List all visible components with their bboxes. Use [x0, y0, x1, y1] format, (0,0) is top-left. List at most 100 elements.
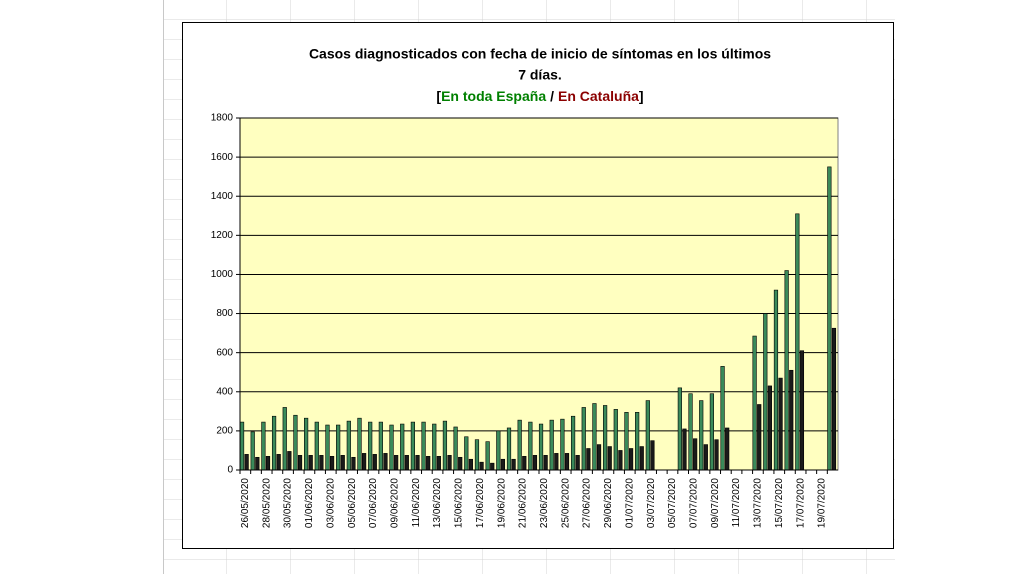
- x-tick-label: 26/05/2020: [240, 478, 251, 528]
- bar: [592, 403, 597, 471]
- x-tick-label: 30/05/2020: [283, 478, 294, 528]
- bar: [485, 441, 490, 471]
- bar: [720, 366, 725, 471]
- bar: [293, 414, 298, 471]
- y-tick-label: 1200: [211, 230, 234, 241]
- bar: [500, 458, 506, 471]
- x-tick-label: 11/06/2020: [411, 478, 422, 528]
- bar: [378, 421, 383, 471]
- bar: [570, 415, 576, 471]
- y-tick-label: 400: [216, 386, 233, 397]
- x-tick-label: 28/05/2020: [261, 478, 272, 528]
- x-tick-label: 03/06/2020: [325, 478, 336, 528]
- bar: [389, 424, 394, 471]
- bar: [464, 436, 469, 471]
- bar: [827, 166, 832, 471]
- bar: [543, 455, 548, 471]
- bar: [596, 444, 602, 471]
- y-tick-label: 1000: [211, 269, 234, 280]
- bar: [496, 430, 501, 471]
- x-tick-label: 17/07/2020: [795, 478, 806, 528]
- bar: [319, 455, 324, 471]
- x-tick-label: 11/07/2020: [731, 478, 742, 528]
- bar: [474, 439, 480, 471]
- bar: [767, 385, 772, 471]
- bar: [421, 421, 426, 471]
- bar: [442, 420, 448, 471]
- bar: [394, 455, 399, 471]
- x-tick-label: 07/07/2020: [688, 478, 699, 528]
- bar: [400, 423, 405, 471]
- legend-entry: En Cataluña: [558, 88, 639, 104]
- x-tick-label: 29/06/2020: [603, 478, 614, 528]
- y-tick-label: 1600: [211, 152, 234, 163]
- bar: [490, 462, 495, 471]
- bar: [468, 458, 473, 471]
- bar: [404, 455, 409, 471]
- bar: [314, 421, 319, 471]
- bar: [250, 431, 255, 471]
- bar: [255, 456, 260, 471]
- bar: [618, 450, 623, 471]
- y-tick-label: 0: [227, 465, 233, 476]
- legend-bracket: ]: [639, 88, 644, 104]
- bar: [586, 448, 591, 471]
- bar: [287, 451, 292, 471]
- bar: [506, 427, 512, 471]
- bar: [329, 456, 335, 471]
- bar: [410, 421, 415, 471]
- bar: [517, 419, 522, 471]
- bar: [346, 420, 351, 471]
- x-tick-label: 27/06/2020: [582, 478, 593, 528]
- bar: [261, 421, 266, 471]
- x-tick-label: 01/07/2020: [624, 478, 635, 528]
- bar: [453, 426, 458, 471]
- bar: [244, 454, 249, 471]
- bar: [688, 393, 693, 471]
- bar: [372, 454, 377, 471]
- bar: [628, 448, 634, 471]
- bar: [276, 454, 281, 471]
- x-tick-label: 07/06/2020: [368, 478, 379, 528]
- bar: [650, 440, 655, 471]
- x-tick-label: 15/07/2020: [774, 478, 785, 528]
- bar: [645, 400, 650, 471]
- x-tick-label: 05/07/2020: [667, 478, 678, 528]
- y-tick-label: 1800: [211, 113, 234, 124]
- bar: [336, 424, 341, 471]
- bar: [714, 439, 719, 471]
- bar: [699, 400, 704, 471]
- bar: [639, 446, 644, 471]
- bar: [297, 455, 303, 471]
- bar: [709, 393, 714, 471]
- bar: [789, 369, 794, 471]
- bar: [426, 456, 431, 471]
- bar: [357, 417, 362, 471]
- legend-bracket: [: [436, 88, 441, 104]
- bar: [607, 446, 612, 471]
- bar: [265, 456, 271, 471]
- x-tick-label: 25/06/2020: [560, 478, 571, 528]
- bar: [351, 456, 356, 471]
- bar: [532, 455, 538, 471]
- bar: [479, 461, 484, 471]
- x-tick-label: 09/07/2020: [710, 478, 721, 528]
- bar: [325, 424, 330, 471]
- x-tick-label: 15/06/2020: [454, 478, 465, 528]
- bar: [415, 455, 420, 471]
- bar: [528, 421, 533, 471]
- x-tick-label: 09/06/2020: [389, 478, 400, 528]
- bar: [682, 428, 687, 471]
- bar: [511, 458, 516, 471]
- bar: [757, 404, 762, 471]
- chart-title: Casos diagnosticados con fecha de inicio…: [309, 46, 771, 62]
- bar: [560, 418, 565, 471]
- bar: [677, 387, 682, 471]
- bar: [538, 423, 544, 471]
- x-tick-label: 23/06/2020: [539, 478, 550, 528]
- y-tick-label: 200: [216, 426, 233, 437]
- bar: [581, 407, 586, 471]
- bar: [725, 427, 730, 471]
- bar: [447, 455, 452, 471]
